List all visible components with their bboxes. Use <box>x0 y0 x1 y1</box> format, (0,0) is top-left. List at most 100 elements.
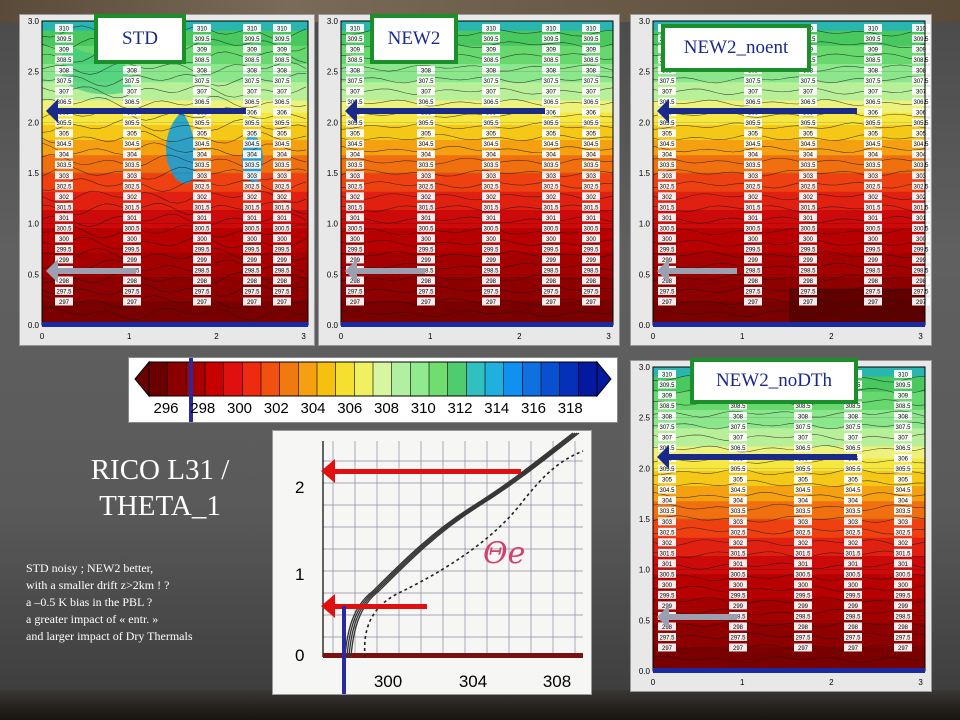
y-tick-label: 0.0 <box>327 321 339 330</box>
colorbar-swatch <box>373 362 393 396</box>
contour-label: 309 <box>197 48 208 54</box>
contour-label: 301.5 <box>659 551 675 557</box>
contour-line <box>340 157 614 165</box>
contour-label: 297.5 <box>244 289 260 295</box>
contour-label: 297.5 <box>730 635 746 641</box>
colorbar-swatch <box>261 362 281 396</box>
contour-label: 301 <box>421 216 432 222</box>
contour-label: 309.5 <box>244 37 260 43</box>
contour-label: 305 <box>127 132 138 138</box>
contour-label: 305 <box>803 132 814 138</box>
contour-label: 306.5 <box>800 100 816 106</box>
y-tick-label: 1.5 <box>639 515 651 524</box>
contour-label: 297 <box>421 300 432 306</box>
colorbar <box>128 348 618 428</box>
contour-label: 303 <box>59 174 70 180</box>
contour-label: 299.5 <box>659 593 675 599</box>
profile-x-tick: 300 <box>374 672 402 691</box>
contour-label: 310 <box>868 27 879 33</box>
contour-label: 308 <box>59 69 70 75</box>
contour-label: 307.5 <box>194 79 210 85</box>
contour-label: 300 <box>798 583 809 589</box>
contour-label: 297 <box>803 300 814 306</box>
z2km-arrow <box>54 108 246 114</box>
colorbar-swatch <box>466 362 486 396</box>
contour-label: 306.5 <box>124 100 140 106</box>
contour-label: 304.5 <box>659 488 675 494</box>
contour-label: 307 <box>127 90 138 96</box>
contour-label: 307 <box>486 90 497 96</box>
y-tick-label: 3.0 <box>28 17 40 26</box>
y-tick-label: 1.5 <box>639 169 651 178</box>
contour-label: 298.5 <box>274 268 290 274</box>
contour-label: 307.5 <box>745 79 761 85</box>
contour-label: 301.5 <box>865 205 881 211</box>
x-tick-label: 0 <box>651 332 656 341</box>
contour-line <box>340 227 614 235</box>
contour-label: 299 <box>916 258 927 264</box>
contour-label: 305.5 <box>543 121 559 127</box>
contour-label: 309 <box>898 394 909 400</box>
colorbar-tick-label: 314 <box>484 400 510 417</box>
contour-label: 307.5 <box>418 79 434 85</box>
contour-label: 302.5 <box>795 530 811 536</box>
bottom-bar <box>653 668 925 673</box>
contour-label: 307 <box>59 90 70 96</box>
contour-label: 306.5 <box>274 100 290 106</box>
colorbar-tick-label: 310 <box>410 400 436 417</box>
contour-label: 304 <box>586 153 597 159</box>
y-tick-label: 0.5 <box>28 270 40 279</box>
contour-label: 304 <box>848 499 859 505</box>
contour-label: 301.5 <box>274 205 290 211</box>
x-tick-label: 1 <box>428 332 433 341</box>
contour-label: 297.5 <box>56 289 72 295</box>
colorbar-swatch <box>429 362 449 396</box>
contour-label: 303 <box>798 520 809 526</box>
contour-label: 302 <box>277 195 288 201</box>
contour-label: 308.5 <box>483 58 499 64</box>
contour-label: 310 <box>350 27 361 33</box>
contour-label: 304.5 <box>795 488 811 494</box>
contour-label: 308 <box>586 69 597 75</box>
contour-label: 308 <box>350 69 361 75</box>
contour-label: 299.5 <box>543 247 559 253</box>
x-tick-label: 3 <box>301 332 306 341</box>
contour-label: 303.5 <box>543 163 559 169</box>
contour-label: 300 <box>868 237 879 243</box>
y-tick-label: 2.0 <box>639 118 651 127</box>
profile-curve <box>350 432 580 658</box>
contour-label: 300.5 <box>274 226 290 232</box>
colorbar-swatch <box>354 362 374 396</box>
theta-band <box>42 300 308 326</box>
contour-label: 300 <box>546 237 557 243</box>
contour-label: 302 <box>197 195 208 201</box>
contour-label: 303.5 <box>659 163 675 169</box>
contour-label: 298 <box>127 279 138 285</box>
contour-label: 297 <box>127 300 138 306</box>
contour-label: 304.5 <box>659 142 675 148</box>
x-tick-label: 2 <box>517 332 522 341</box>
contour-label: 301.5 <box>895 551 911 557</box>
contour-label: 310 <box>197 27 208 33</box>
contour-label: 299 <box>277 258 288 264</box>
colorbar-swatch <box>149 362 169 396</box>
theta-band <box>653 173 925 192</box>
y-tick-label: 2.0 <box>327 118 339 127</box>
contour-label: 306 <box>898 457 909 463</box>
contour-label: 307.5 <box>274 79 290 85</box>
contour-label: 305 <box>277 132 288 138</box>
contour-label: 298 <box>733 625 744 631</box>
x-tick-label: 3 <box>918 332 923 341</box>
contour-label: 303.5 <box>659 509 675 515</box>
colorbar-swatch <box>485 362 505 396</box>
contour-label: 306.5 <box>194 100 210 106</box>
contour-label: 298 <box>197 279 208 285</box>
contour-label: 302 <box>748 195 759 201</box>
contour-label: 308.5 <box>244 58 260 64</box>
contour-label: 304.5 <box>800 142 816 148</box>
contour-label: 302 <box>350 195 361 201</box>
contour-line <box>652 468 926 476</box>
contour-label: 297 <box>662 300 673 306</box>
label-std: STD <box>94 14 186 64</box>
contour-line <box>41 247 307 261</box>
